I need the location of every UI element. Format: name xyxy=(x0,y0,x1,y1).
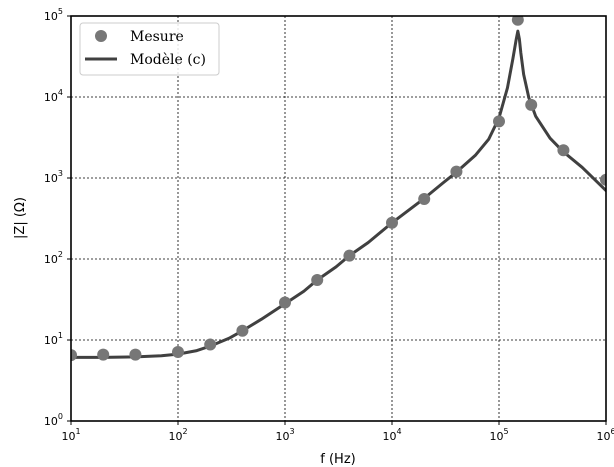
y-tick-label-exp-4: 4 xyxy=(58,88,63,97)
data-point-0 xyxy=(71,349,77,362)
y-tick-label-2: 102 xyxy=(44,250,63,266)
legend-label-modele: Modèle (c) xyxy=(130,52,206,68)
data-point-6 xyxy=(279,296,291,309)
series-layer xyxy=(71,16,606,362)
x-tick-label-exp-2: 3 xyxy=(289,427,294,436)
legend: Mesure Modèle (c) xyxy=(79,22,220,76)
x-axis-label: f (Hz) xyxy=(320,452,355,467)
y-axis-label: |Z| (Ω) xyxy=(13,197,28,239)
x-tick-label-exp-4: 5 xyxy=(503,427,508,436)
data-point-9 xyxy=(386,216,398,229)
y-tick-label-exp-1: 1 xyxy=(58,331,63,340)
x-tick-label-exp-1: 2 xyxy=(182,427,187,436)
y-tick-label-exp-2: 2 xyxy=(58,250,63,259)
y-tick-label-1: 101 xyxy=(44,331,63,347)
x-tick-label-2: 103 xyxy=(275,427,294,443)
data-point-14 xyxy=(525,98,538,111)
x-tick-label-5: 106 xyxy=(596,427,614,443)
x-tick-label-0: 101 xyxy=(61,427,80,443)
y-tick-label-4: 104 xyxy=(44,88,63,104)
data-point-15 xyxy=(557,144,570,157)
y-tick-label-3: 103 xyxy=(44,169,63,185)
y-tick-label-exp-5: 5 xyxy=(58,7,63,16)
legend-marker-mesure xyxy=(95,30,107,42)
data-point-12 xyxy=(493,115,505,128)
data-point-5 xyxy=(236,324,249,337)
data-point-1 xyxy=(97,348,110,361)
x-tick-label-4: 105 xyxy=(489,427,508,443)
y-tick-label-exp-3: 3 xyxy=(58,169,63,178)
legend-box xyxy=(79,22,220,76)
data-point-16 xyxy=(600,173,606,186)
x-tick-label-3: 104 xyxy=(382,427,401,443)
data-point-4 xyxy=(204,338,217,351)
data-point-13 xyxy=(511,16,524,26)
plot-background xyxy=(71,16,606,421)
data-point-7 xyxy=(311,274,324,287)
data-point-3 xyxy=(172,346,184,359)
data-point-10 xyxy=(418,193,431,206)
plot-frame xyxy=(70,15,607,422)
x-tick-label-exp-5: 6 xyxy=(610,427,614,436)
y-tick-label-5: 105 xyxy=(44,7,63,23)
data-point-8 xyxy=(343,249,356,262)
y-tick-label-0: 100 xyxy=(44,412,63,428)
y-tick-label-exp-0: 0 xyxy=(58,412,63,421)
x-tick-label-exp-3: 4 xyxy=(396,427,401,436)
data-point-11 xyxy=(450,165,463,178)
legend-label-mesure: Mesure xyxy=(130,29,184,45)
x-tick-label-1: 102 xyxy=(168,427,187,443)
data-point-2 xyxy=(129,348,142,361)
x-tick-label-exp-0: 1 xyxy=(75,427,80,436)
